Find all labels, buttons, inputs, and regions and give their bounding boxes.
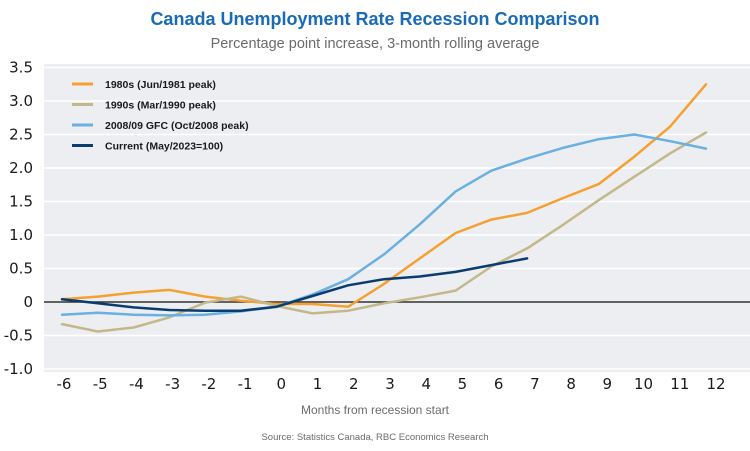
legend-label: 1980s (Jun/1981 peak): [105, 79, 216, 91]
legend-item: 1980s (Jun/1981 peak): [72, 79, 216, 91]
x-tick-label: 0: [277, 375, 287, 393]
x-tick-label: 6: [494, 375, 504, 393]
x-tick-label: 3: [385, 375, 395, 393]
x-tick-label: 4: [421, 375, 431, 393]
x-tick-label: 5: [458, 375, 468, 393]
source-note: Source: Statistics Canada, RBC Economics…: [261, 432, 489, 443]
series-current-line: [60, 257, 529, 312]
chart-title: Canada Unemployment Rate Recession Compa…: [150, 9, 600, 29]
series-1990s-line: [60, 131, 708, 333]
x-tick-label: 1: [313, 375, 323, 393]
y-tick-label: -0.5: [4, 327, 33, 345]
y-tick-label: 1.5: [9, 193, 33, 211]
legend-item: 2008/09 GFC (Oct/2008 peak): [72, 120, 249, 132]
legend-label: 2008/09 GFC (Oct/2008 peak): [105, 120, 249, 132]
x-tick-label: 12: [706, 375, 725, 393]
x-tick-label: -1: [238, 375, 253, 393]
legend-item: Current (May/2023=100): [72, 141, 223, 153]
y-tick-label: -1.0: [4, 360, 33, 378]
legend: 1980s (Jun/1981 peak) 1990s (Mar/1990 pea…: [72, 79, 249, 153]
legend-item: 1990s (Mar/1990 peak): [72, 100, 216, 112]
series-gfc-line: [60, 133, 708, 317]
series-lines: [60, 83, 708, 333]
x-tick-label: -5: [93, 375, 108, 393]
y-tick-label: 2.0: [9, 159, 33, 177]
chart-subtitle: Percentage point increase, 3-month rolli…: [210, 36, 540, 52]
x-tick-label: 7: [530, 375, 540, 393]
series-1980s-line: [60, 83, 708, 308]
y-tick-label: 2.5: [9, 126, 33, 144]
x-axis-label: Months from recession start: [300, 403, 450, 417]
x-tick-label: -2: [201, 375, 216, 393]
x-tick-label: 2: [349, 375, 359, 393]
y-tick-label: 0.5: [9, 260, 33, 278]
x-tick-label: 11: [670, 375, 689, 393]
y-axis-ticks: 3.5 3.0 2.5 2.0 1.5 1.0 0.5 0 -0.5 -1.0: [4, 59, 33, 379]
gridlines: [44, 66, 750, 370]
y-tick-label: 0: [23, 293, 33, 311]
x-tick-label: 8: [566, 375, 576, 393]
x-axis-ticks: -6 -5 -4 -3 -2 -1 0 1 2 3 4 5 6 7 8 9 10 11 12: [57, 375, 726, 393]
y-tick-label: 1.0: [9, 226, 33, 244]
x-tick-label: 10: [634, 375, 653, 393]
y-tick-label: 3.0: [9, 92, 33, 110]
y-tick-label: 3.5: [9, 59, 33, 77]
legend-label: Current (May/2023=100): [105, 141, 223, 153]
legend-label: 1990s (Mar/1990 peak): [105, 100, 216, 112]
x-tick-label: 9: [603, 375, 613, 393]
x-tick-label: -6: [57, 375, 72, 393]
x-tick-label: -3: [165, 375, 180, 393]
x-tick-label: -4: [129, 375, 144, 393]
